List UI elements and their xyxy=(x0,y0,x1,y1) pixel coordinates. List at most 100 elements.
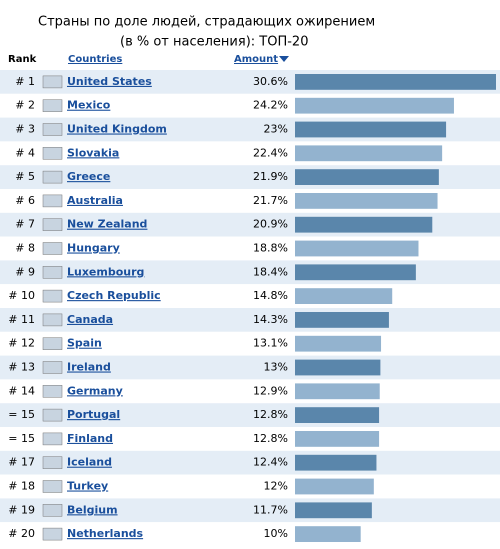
country-link[interactable]: Czech Republic xyxy=(67,289,161,302)
rank: # 9 xyxy=(15,265,35,278)
chart-title: Страны по доле людей, страдающих ожирени… xyxy=(38,15,375,30)
flag xyxy=(42,170,63,184)
rank: # 20 xyxy=(8,527,35,540)
country-link[interactable]: Mexico xyxy=(67,99,111,112)
country-link[interactable]: Portugal xyxy=(67,408,120,421)
rank: # 18 xyxy=(8,480,35,493)
value-label: 13% xyxy=(264,361,288,374)
bar xyxy=(295,478,374,495)
value-label: 21.7% xyxy=(253,194,288,207)
bar xyxy=(295,193,438,209)
value-label: 23% xyxy=(264,123,288,136)
country-link[interactable]: Iceland xyxy=(67,456,112,469)
row-background xyxy=(0,498,500,523)
country-link[interactable]: Turkey xyxy=(67,480,108,493)
bar xyxy=(295,526,361,542)
value-label: 11.7% xyxy=(253,503,288,516)
country-link[interactable]: Belgium xyxy=(67,503,118,516)
bar xyxy=(295,407,380,423)
country-link[interactable]: Germany xyxy=(67,384,123,397)
bar xyxy=(295,121,447,138)
rank: # 1 xyxy=(15,75,35,88)
flag xyxy=(42,456,63,469)
bar xyxy=(295,240,419,257)
country-link[interactable]: Greece xyxy=(67,170,110,183)
value-label: 12.9% xyxy=(253,384,288,397)
row-background xyxy=(0,474,500,499)
rank: = 15 xyxy=(8,408,35,421)
flag xyxy=(42,75,63,89)
bar xyxy=(295,312,389,328)
country-link[interactable]: Australia xyxy=(67,194,123,207)
country-link[interactable]: New Zealand xyxy=(67,218,147,231)
bar xyxy=(295,288,393,304)
flag xyxy=(42,361,63,374)
country-link[interactable]: Netherlands xyxy=(67,527,144,540)
flag xyxy=(42,408,63,422)
value-label: 12.8% xyxy=(253,432,288,445)
bar xyxy=(295,502,372,519)
rank: # 12 xyxy=(8,337,35,350)
value-label: 12% xyxy=(264,480,288,493)
rank: # 17 xyxy=(8,456,35,469)
value-label: 12.4% xyxy=(253,456,288,469)
value-label: 18.8% xyxy=(253,242,288,255)
bar xyxy=(295,359,381,376)
rank: # 8 xyxy=(15,242,35,255)
value-label: 21.9% xyxy=(253,170,288,183)
flag xyxy=(42,266,63,279)
flag xyxy=(42,123,63,136)
country-link[interactable]: Luxembourg xyxy=(67,265,144,278)
flag xyxy=(42,218,63,231)
value-label: 14.8% xyxy=(253,289,288,302)
flag xyxy=(42,242,63,255)
flag xyxy=(42,385,63,398)
rank: # 11 xyxy=(8,313,35,326)
bar xyxy=(295,145,443,162)
bar xyxy=(295,335,382,352)
flag xyxy=(42,313,63,327)
bar xyxy=(295,74,496,90)
flag xyxy=(42,527,63,541)
chart-title: (в % от населения): ТОП-20 xyxy=(120,35,308,50)
value-label: 12.8% xyxy=(253,408,288,421)
bar xyxy=(295,454,377,471)
rank: # 4 xyxy=(15,146,35,159)
bar xyxy=(295,431,380,447)
rank: # 14 xyxy=(8,384,35,397)
flag xyxy=(42,147,63,160)
country-link[interactable]: United States xyxy=(67,75,152,88)
rank: # 2 xyxy=(15,99,35,112)
value-label: 24.2% xyxy=(253,99,288,112)
country-link[interactable]: United Kingdom xyxy=(67,123,167,136)
flag xyxy=(42,289,63,303)
value-label: 22.4% xyxy=(253,146,288,159)
flag xyxy=(42,480,63,493)
rank: = 15 xyxy=(8,432,35,445)
value-label: 10% xyxy=(264,527,288,540)
bar xyxy=(295,97,454,114)
country-link[interactable]: Spain xyxy=(67,337,102,350)
column-header[interactable]: Countries xyxy=(68,54,122,65)
rank: # 5 xyxy=(15,170,35,183)
bar xyxy=(295,216,433,233)
rank: # 3 xyxy=(15,123,35,136)
flag xyxy=(42,504,63,517)
bar xyxy=(295,264,416,281)
bar xyxy=(295,169,439,185)
country-link[interactable]: Ireland xyxy=(67,361,111,374)
column-header[interactable]: Amount xyxy=(234,54,278,65)
country-link[interactable]: Hungary xyxy=(67,242,120,255)
flag xyxy=(42,99,63,112)
country-link[interactable]: Finland xyxy=(67,432,113,445)
sort-icon[interactable] xyxy=(279,56,289,62)
bar xyxy=(295,383,380,400)
country-link[interactable]: Canada xyxy=(67,313,113,326)
value-label: 14.3% xyxy=(253,313,288,326)
flag xyxy=(42,194,63,208)
flag xyxy=(42,432,63,446)
rank: # 10 xyxy=(8,289,35,302)
country-link[interactable]: Slovakia xyxy=(67,146,119,159)
column-header: Rank xyxy=(8,54,37,65)
